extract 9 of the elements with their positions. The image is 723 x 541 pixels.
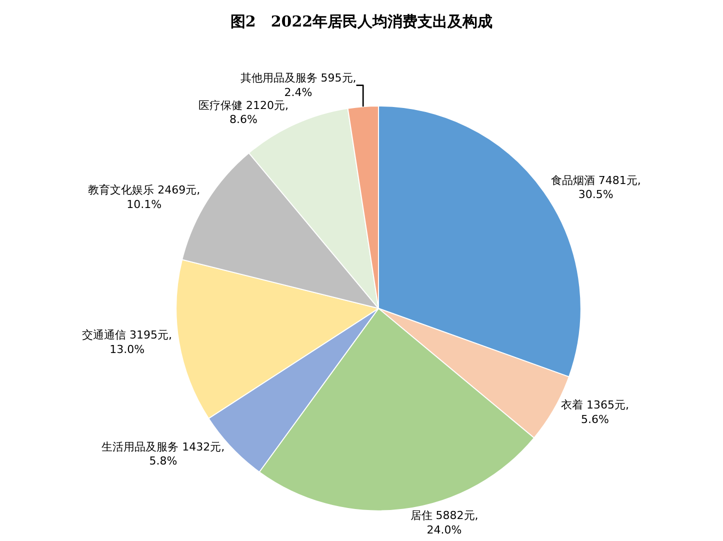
slice-label: 衣着 1365元, 5.6% — [561, 398, 630, 426]
slice-label: 教育文化娱乐 2469元, 10.1% — [88, 183, 200, 211]
chart-title: 图2 2022年居民人均消费支出及构成 — [230, 12, 493, 31]
slice-label: 交通通信 3195元, 13.0% — [82, 328, 172, 356]
slice-label: 居住 5882元, 24.0% — [410, 509, 478, 536]
slice-label: 生活用品及服务 1432元, 5.8% — [102, 440, 225, 468]
slice-label: 其他用品及服务 595元, 2.4% — [240, 72, 356, 99]
slice-label: 医疗保健 2120元, 8.6% — [198, 98, 288, 126]
slice-label: 食品烟酒 7481元, 30.5% — [550, 174, 641, 202]
